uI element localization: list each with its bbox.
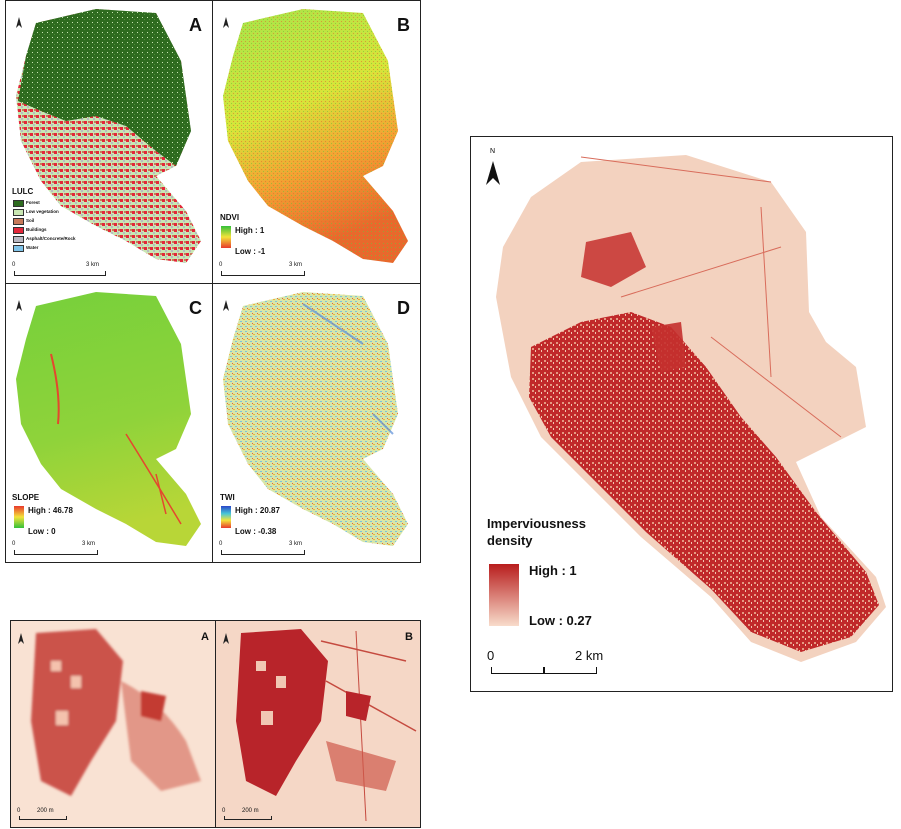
twi-legend-title: TWI <box>220 493 235 502</box>
panel-twi: D TWI High : 20.87 Low : -0.38 0 3 km <box>212 283 421 563</box>
north-label: N <box>490 148 495 155</box>
detail-b-scale-start: 0 <box>222 808 226 814</box>
lulc-item-asphalt: Asphalt/Concrete/Rock <box>26 236 76 241</box>
detail-letter-b: B <box>405 631 413 643</box>
imperviousness-low-label: Low : 0.27 <box>529 613 592 628</box>
panel-slope: C SLOPE High : 46.78 Low : 0 0 3 km <box>5 283 213 563</box>
panel-detail-b: B 0 200 m <box>215 620 421 828</box>
lulc-scale-bar <box>14 271 106 276</box>
lulc-swatch-water <box>13 245 24 252</box>
imperviousness-map <box>489 155 886 662</box>
ndvi-high-label: High : 1 <box>235 226 265 235</box>
imperviousness-legend-title: Imperviousness density <box>487 515 586 549</box>
slope-legend-ramp <box>14 506 24 528</box>
slope-map <box>14 292 201 546</box>
slope-scale-end: 3 km <box>82 541 96 547</box>
ndvi-low-label: Low : -1 <box>235 247 266 256</box>
detail-b-scale-end: 200 m <box>242 808 259 814</box>
imperviousness-legend-ramp <box>489 564 519 626</box>
detail-a-scale-end: 200 m <box>37 808 54 814</box>
panel-letter-a: A <box>189 15 202 35</box>
panel-imperviousness: N Imperviousness density High : 1 Low : … <box>470 136 893 692</box>
lulc-legend-title: LULC <box>12 187 34 196</box>
ndvi-map <box>221 9 408 263</box>
twi-scale-end: 3 km <box>289 541 303 547</box>
urban-core <box>529 312 879 652</box>
scale-bar-mid-tick <box>543 667 545 674</box>
panel-lulc: A LULC Forest Low vegetation Soil Buildi… <box>5 0 213 284</box>
ndvi-legend-title: NDVI <box>220 213 240 222</box>
imperviousness-scale-end: 2 km <box>575 648 604 663</box>
detail-a-scale-bar <box>19 816 67 820</box>
detail-map-a <box>31 629 201 796</box>
twi-scale-bar <box>221 550 305 555</box>
imperviousness-high-label: High : 1 <box>529 563 577 578</box>
ndvi-scale-end: 3 km <box>289 262 303 268</box>
lulc-item-forest: Forest <box>26 200 40 205</box>
slope-high-label: High : 46.78 <box>28 506 73 515</box>
detail-map-b <box>236 629 417 822</box>
lulc-swatch-forest <box>13 200 24 207</box>
lulc-swatch-low-vegetation <box>13 209 24 216</box>
slope-scale-start: 0 <box>12 541 16 547</box>
lulc-forest <box>18 9 191 166</box>
lulc-item-low-vegetation: Low vegetation <box>26 209 59 214</box>
panel-ndvi: B NDVI High : 1 Low : -1 0 3 km <box>212 0 421 284</box>
twi-map <box>221 292 408 546</box>
detail-letter-a: A <box>201 631 209 643</box>
panel-detail-a: A 0 200 m <box>10 620 217 828</box>
panel-letter-b: B <box>397 15 410 35</box>
legend-title-line-2: density <box>487 533 533 548</box>
lulc-item-buildings: Buildings <box>26 227 47 232</box>
lulc-item-soil: Soil <box>26 218 35 223</box>
ndvi-legend-ramp <box>221 226 231 248</box>
slope-legend-title: SLOPE <box>12 493 40 502</box>
slope-low-label: Low : 0 <box>28 527 56 536</box>
slope-scale-bar <box>14 550 98 555</box>
lulc-map <box>16 9 201 263</box>
imperviousness-scale-start: 0 <box>487 648 495 663</box>
panel-letter-d: D <box>397 298 410 318</box>
ndvi-scale-bar <box>221 271 305 276</box>
legend-title-line-1: Imperviousness <box>487 516 586 531</box>
lulc-swatch-soil <box>13 218 24 225</box>
twi-scale-start: 0 <box>219 541 223 547</box>
lulc-item-water: Water <box>26 245 39 250</box>
twi-low-label: Low : -0.38 <box>235 527 277 536</box>
lulc-swatch-asphalt <box>13 236 24 243</box>
panel-letter-c: C <box>189 298 202 318</box>
detail-a-scale-start: 0 <box>17 808 21 814</box>
ndvi-scale-start: 0 <box>219 262 223 268</box>
lulc-scale-end: 3 km <box>86 262 100 268</box>
lulc-swatch-buildings <box>13 227 24 234</box>
twi-high-label: High : 20.87 <box>235 506 280 515</box>
lulc-scale-start: 0 <box>12 262 16 268</box>
detail-b-scale-bar <box>224 816 272 820</box>
twi-legend-ramp <box>221 506 231 528</box>
